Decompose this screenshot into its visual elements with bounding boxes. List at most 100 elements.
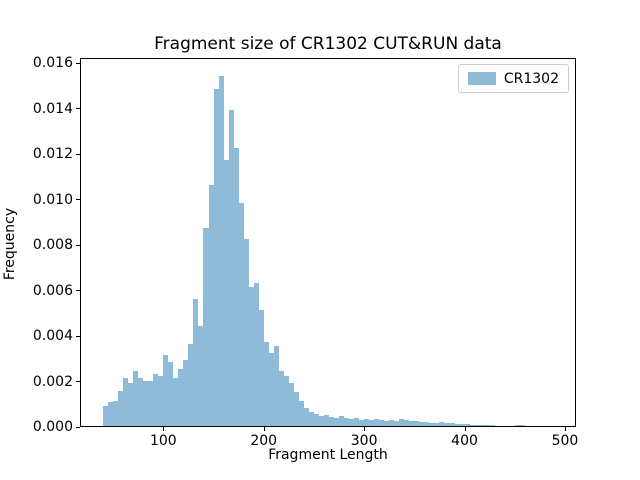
histogram-bar <box>514 425 520 426</box>
histogram-bar <box>439 421 445 426</box>
histogram-bar <box>203 228 209 426</box>
histogram-bar <box>223 159 229 426</box>
histogram-bar <box>434 423 440 426</box>
y-tick-mark <box>76 335 80 337</box>
x-tick-label: 500 <box>551 433 579 449</box>
histogram-bar <box>409 421 415 426</box>
y-tick-mark <box>76 244 80 246</box>
histogram-bar <box>303 407 309 426</box>
histogram-bar <box>349 419 355 426</box>
histogram-bar <box>243 239 249 426</box>
histogram-bar <box>519 425 525 426</box>
histogram-bar <box>113 400 119 426</box>
histogram-bar <box>183 360 189 426</box>
histogram-bar <box>374 419 380 426</box>
histogram-bar <box>178 369 184 426</box>
histogram-bar <box>424 421 430 426</box>
y-tick-label: 0.002 <box>32 373 73 390</box>
histogram-bar <box>138 378 144 426</box>
x-tick-mark <box>364 427 366 431</box>
histogram-bar <box>258 309 264 426</box>
histogram-bar <box>218 75 224 426</box>
histogram-bar <box>263 341 269 426</box>
histogram-bar <box>329 416 335 426</box>
histogram-bar <box>339 416 345 426</box>
histogram-bar <box>334 418 340 426</box>
y-tick-label: 0.010 <box>32 191 73 208</box>
chart-title: Fragment size of CR1302 CUT&RUN data <box>154 34 502 54</box>
histogram-bar <box>168 362 174 426</box>
x-tick-label: 300 <box>350 433 378 449</box>
y-axis-label: Frequency <box>2 207 18 281</box>
histogram-bar <box>153 373 159 426</box>
histogram-bar <box>233 148 239 426</box>
histogram-bar <box>278 371 284 426</box>
y-tick-label: 0.006 <box>32 282 73 299</box>
x-tick-mark <box>263 427 265 431</box>
histogram-bar <box>283 375 289 426</box>
histogram-bar <box>379 420 385 426</box>
histogram-bar <box>354 418 360 426</box>
y-tick-label: 0.004 <box>32 328 73 344</box>
histogram-bar <box>198 325 204 426</box>
y-tick-mark <box>76 108 80 109</box>
histogram-bar <box>369 420 375 426</box>
legend: CR1302 <box>457 64 569 93</box>
y-tick-mark <box>76 153 80 155</box>
histogram-bar <box>414 421 420 426</box>
histogram-bar <box>108 402 114 426</box>
histogram-bar <box>188 344 194 426</box>
y-tick-label: 0.016 <box>32 55 73 71</box>
histogram-bar <box>103 405 109 426</box>
histogram-bar <box>323 415 329 426</box>
y-tick-mark <box>76 290 80 291</box>
histogram-bar <box>118 390 124 426</box>
x-tick-label: 100 <box>149 433 177 449</box>
plot-area: CR1302 <box>80 58 576 427</box>
y-tick-mark <box>76 199 80 200</box>
histogram-bar <box>444 423 450 426</box>
histogram-bar <box>143 380 149 426</box>
histogram-bar <box>364 419 370 426</box>
histogram-bar <box>489 425 495 426</box>
histogram-bar <box>318 416 324 426</box>
histogram-bar <box>213 89 219 426</box>
histogram-bar <box>268 353 274 426</box>
histogram-bar <box>248 287 254 426</box>
histogram-bar <box>208 184 214 426</box>
histogram-bar <box>384 421 390 426</box>
x-tick-label: 400 <box>451 433 478 449</box>
histogram-bar <box>429 423 435 426</box>
histogram-bar <box>273 346 279 426</box>
y-tick-label: 0.008 <box>32 237 73 253</box>
histogram-bar <box>293 391 299 426</box>
legend-swatch-cr1302 <box>467 72 496 85</box>
histogram-bar <box>128 382 134 426</box>
histogram-bar <box>394 421 400 426</box>
histogram-bar <box>133 371 139 426</box>
histogram-bar <box>404 420 410 426</box>
histogram-bar <box>288 382 294 426</box>
legend-label-cr1302: CR1302 <box>503 70 559 87</box>
x-tick-mark <box>464 427 466 431</box>
histogram-bar <box>469 424 475 426</box>
histogram-bar <box>148 380 154 426</box>
y-tick-label: 0.012 <box>32 146 73 162</box>
histogram-bar <box>454 423 460 426</box>
histogram-bar <box>464 423 470 426</box>
histogram-bar <box>193 298 199 426</box>
histogram-bar <box>238 203 244 426</box>
x-tick-mark <box>564 427 566 431</box>
histogram-bar <box>173 378 179 426</box>
x-tick-mark <box>163 427 165 431</box>
histogram-bar <box>479 424 485 426</box>
histogram-bar <box>253 282 259 426</box>
histogram-bar <box>449 423 455 426</box>
x-tick-label: 200 <box>250 433 278 449</box>
histogram-bar <box>308 411 314 426</box>
histogram-bar <box>158 375 164 426</box>
histogram-bar <box>123 378 129 426</box>
histogram-bar <box>484 425 490 426</box>
histogram-bar <box>419 421 425 426</box>
